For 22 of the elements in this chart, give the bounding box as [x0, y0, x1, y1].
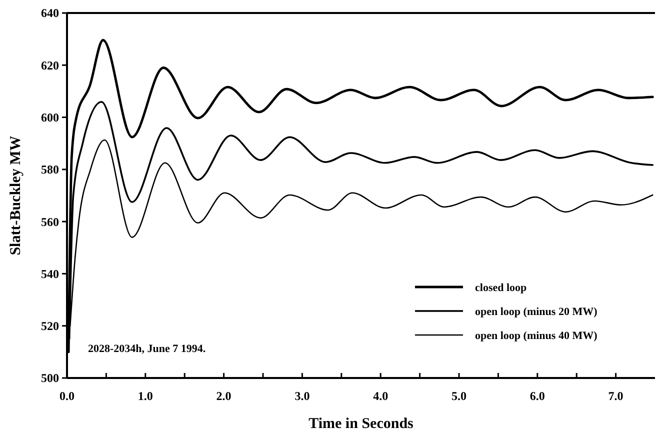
y-tick-label: 540: [41, 266, 59, 281]
y-tick-label: 640: [41, 6, 59, 20]
x-tick-label: 2.0: [216, 389, 232, 403]
x-tick-label: 0.0: [60, 389, 74, 403]
legend-label: open loop (minus 20 MW): [475, 306, 598, 318]
x-axis-title: Time in Seconds: [308, 416, 414, 432]
x-tick-label: 4.0: [373, 389, 388, 403]
y-tick-label: 520: [41, 319, 59, 334]
x-tick-label: 3.0: [294, 389, 310, 403]
x-tick-label: 5.0: [452, 389, 466, 403]
y-tick-label: 620: [41, 58, 59, 72]
annotation: 2028-2034h, June 7 1994.: [88, 343, 206, 355]
y-tick-label: 600: [41, 110, 59, 124]
x-tick-label: 7.0: [608, 389, 624, 403]
y-axis-title: Slatt-Buckley MW: [8, 136, 24, 256]
y-tick-label: 560: [41, 214, 59, 229]
legend-label: open loop (minus 40 MW): [475, 330, 598, 342]
x-tick-label: 1.0: [138, 389, 153, 403]
y-tick-label: 580: [41, 162, 59, 177]
x-tick-label: 6.0: [530, 389, 545, 403]
legend-label: closed loop: [475, 282, 527, 294]
y-tick-label: 500: [41, 371, 59, 386]
